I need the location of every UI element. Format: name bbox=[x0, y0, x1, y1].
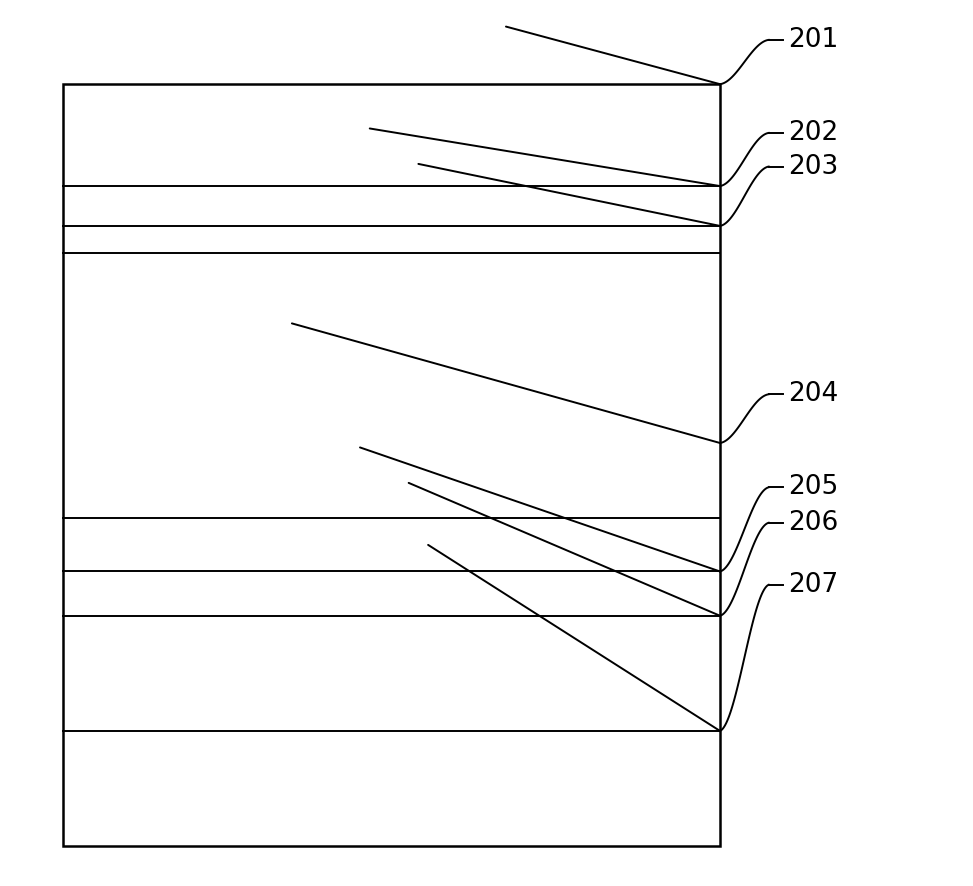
Text: 203: 203 bbox=[788, 153, 839, 180]
Text: 202: 202 bbox=[788, 120, 839, 146]
Text: 205: 205 bbox=[788, 474, 839, 501]
Text: 207: 207 bbox=[788, 571, 839, 598]
Text: 201: 201 bbox=[788, 27, 839, 53]
Text: 206: 206 bbox=[788, 509, 839, 536]
Bar bbox=[63, 84, 720, 846]
Text: 204: 204 bbox=[788, 381, 839, 408]
